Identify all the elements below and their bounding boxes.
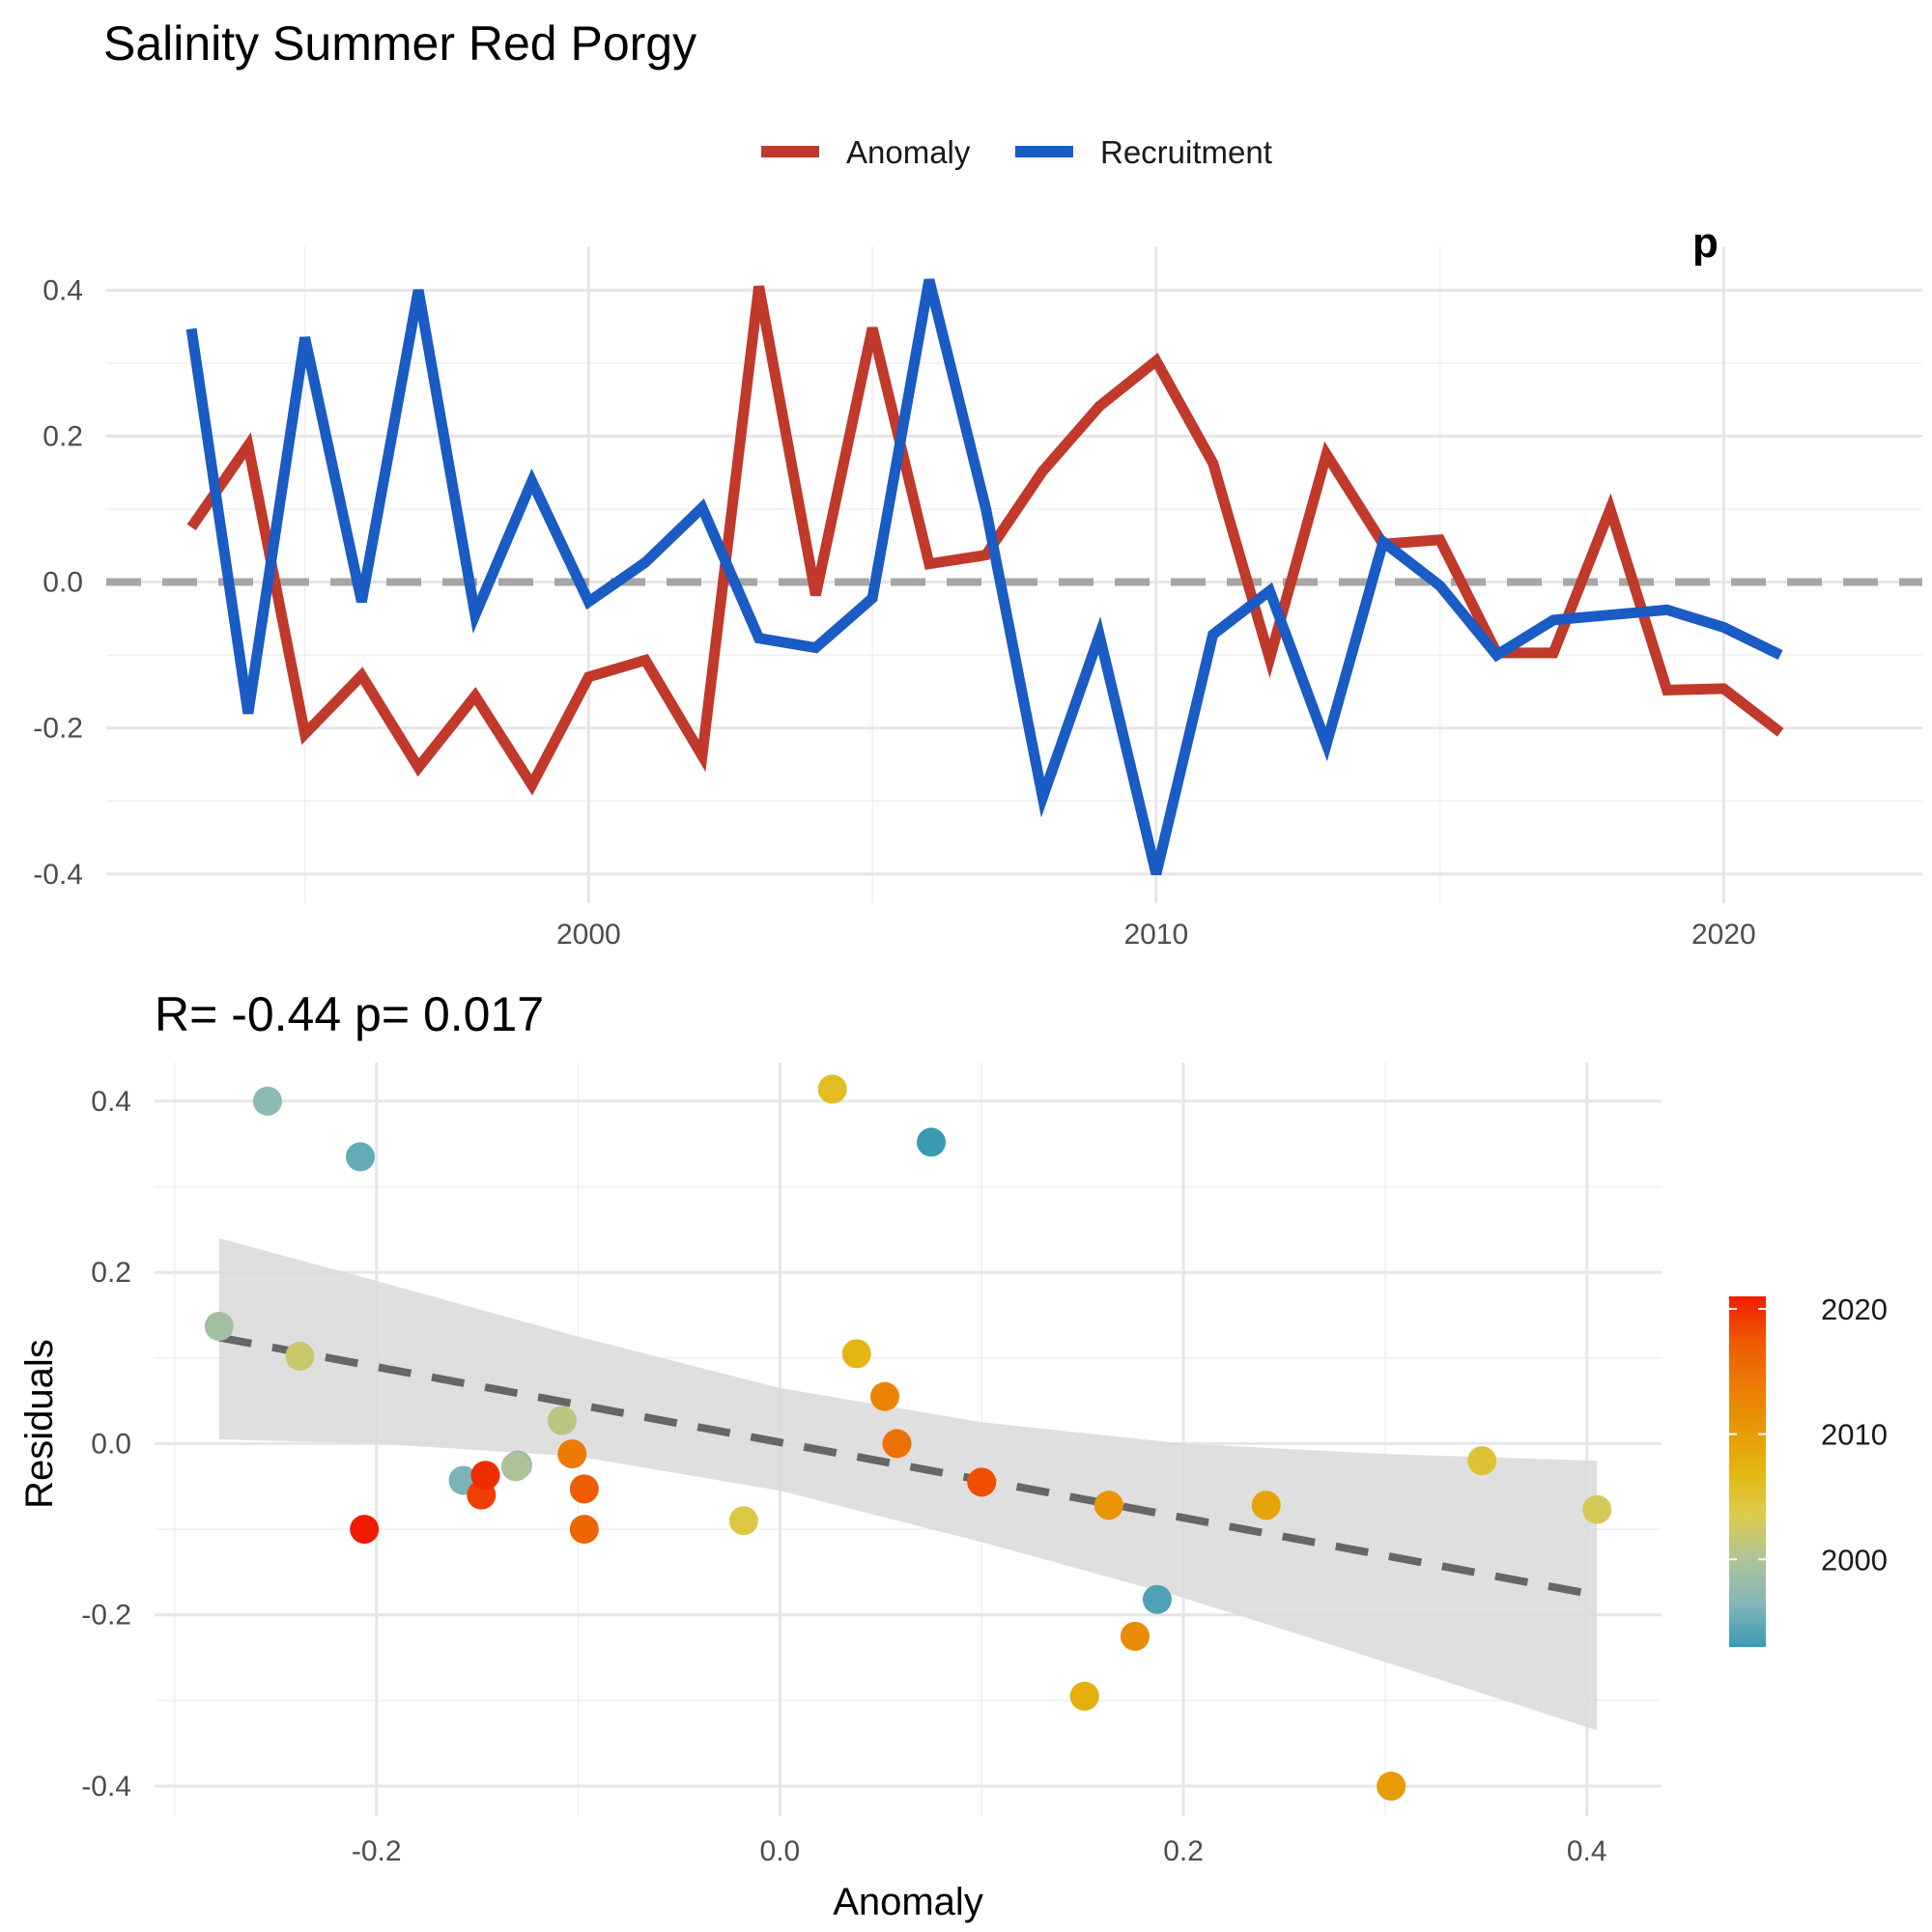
y-axis-title: Residuals: [18, 1339, 61, 1509]
confidence-ribbon: [218, 1237, 1598, 1731]
x-axis-title: Anomaly: [833, 1881, 983, 1923]
scatter-point-2014: [557, 1439, 587, 1469]
time-series-gridlines: [106, 246, 1922, 903]
y-tick-label: 0.2: [43, 420, 83, 452]
scatter-point-2008: [1069, 1681, 1099, 1711]
y-tick-label: 0.0: [91, 1428, 131, 1460]
legend-recruitment-label: Recruitment: [1100, 134, 1272, 170]
legend-anomaly-label: Anomaly: [846, 134, 971, 170]
colorbar-tick-label: 2020: [1821, 1293, 1888, 1326]
scatter-point-2009: [1251, 1491, 1281, 1520]
scatter-point-2004: [728, 1506, 758, 1536]
scatter-panel: -0.4 -0.2 0.0 0.2 0.4 -0.2 0.0 0.2 0.4: [81, 1063, 1662, 1867]
scatter-point-2003: [1582, 1494, 1612, 1524]
scatter-point-2005: [1467, 1446, 1497, 1476]
x-tick-label: 0.2: [1163, 1835, 1204, 1867]
x-tick-label: 2020: [1691, 919, 1756, 951]
time-series-lines: [106, 278, 1922, 876]
scatter-point-2018: [967, 1467, 997, 1497]
scatter-point-2013: [869, 1381, 899, 1411]
figure-title: Salinity Summer Red Porgy: [103, 16, 696, 71]
scatter-point-1999: [204, 1312, 234, 1341]
scatter-point-2020: [470, 1461, 500, 1491]
series-line-anomaly: [186, 285, 1784, 796]
y-tick-label: 0.2: [91, 1257, 131, 1289]
scatter-point-2011: [1094, 1491, 1123, 1520]
y-tick-label: 0.0: [43, 567, 83, 599]
colorbar-tick-label: 2000: [1821, 1543, 1888, 1577]
y-tick-label: -0.4: [81, 1771, 131, 1803]
colorbar-tick-label: 2010: [1821, 1418, 1888, 1452]
legend: Anomaly Recruitment: [761, 134, 1272, 170]
scatter-tick-labels: -0.4 -0.2 0.0 0.2 0.4 -0.2 0.0 0.2 0.4: [81, 1086, 1606, 1867]
fit-line: [218, 1333, 1598, 1600]
y-tick-label: -0.4: [33, 859, 83, 891]
scatter-point-1995: [346, 1142, 376, 1172]
scatter-point-2007: [841, 1339, 871, 1369]
y-tick-label: -0.2: [33, 713, 83, 745]
scatter-point-2002: [285, 1342, 315, 1372]
series-line-recruitment: [185, 278, 1783, 876]
colorbar-ticks: 2000 2010 2020: [1729, 1293, 1888, 1577]
scatter-title: R= -0.44 p= 0.017: [155, 987, 544, 1041]
color-legend: 2000 2010 2020: [1729, 1293, 1888, 1647]
x-tick-label: -0.2: [352, 1835, 402, 1867]
regression-fit: [218, 1237, 1598, 1731]
corner-label: p: [1692, 219, 1719, 267]
scatter-point-2015: [882, 1429, 912, 1459]
scatter-point-2012: [1120, 1621, 1150, 1651]
x-tick-label: 2010: [1124, 919, 1189, 951]
colorbar-gradient: [1729, 1296, 1766, 1647]
x-tick-label: 0.0: [760, 1835, 801, 1867]
scatter-point-2010: [1377, 1771, 1406, 1801]
scatter-point-1993: [917, 1127, 947, 1157]
scatter-point-2000: [500, 1452, 530, 1482]
scatter-point-2017: [569, 1474, 599, 1504]
y-tick-label: 0.4: [91, 1086, 131, 1118]
x-tick-label: 0.4: [1567, 1835, 1607, 1867]
scatter-point-1997: [252, 1086, 282, 1116]
scatter-point-2006: [817, 1074, 847, 1104]
scatter-point-2016: [569, 1515, 599, 1545]
scatter-point-2021: [350, 1515, 380, 1545]
y-tick-label: -0.2: [81, 1600, 131, 1632]
y-tick-label: 0.4: [43, 274, 83, 306]
scatter-point-1994: [1142, 1584, 1172, 1614]
scatter-point-2001: [547, 1406, 577, 1435]
x-tick-label: 2000: [556, 919, 621, 951]
time-series-tick-labels: -0.4 -0.2 0.0 0.2 0.4 2000 2010 2020: [33, 274, 1755, 951]
time-series-panel: -0.4 -0.2 0.0 0.2 0.4 2000 2010 2020 p: [33, 219, 1922, 951]
scatter-points: [204, 1074, 1612, 1801]
